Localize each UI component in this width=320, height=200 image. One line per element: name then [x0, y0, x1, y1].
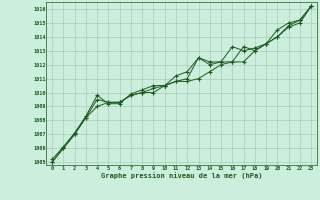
X-axis label: Graphe pression niveau de la mer (hPa): Graphe pression niveau de la mer (hPa)	[101, 172, 262, 179]
